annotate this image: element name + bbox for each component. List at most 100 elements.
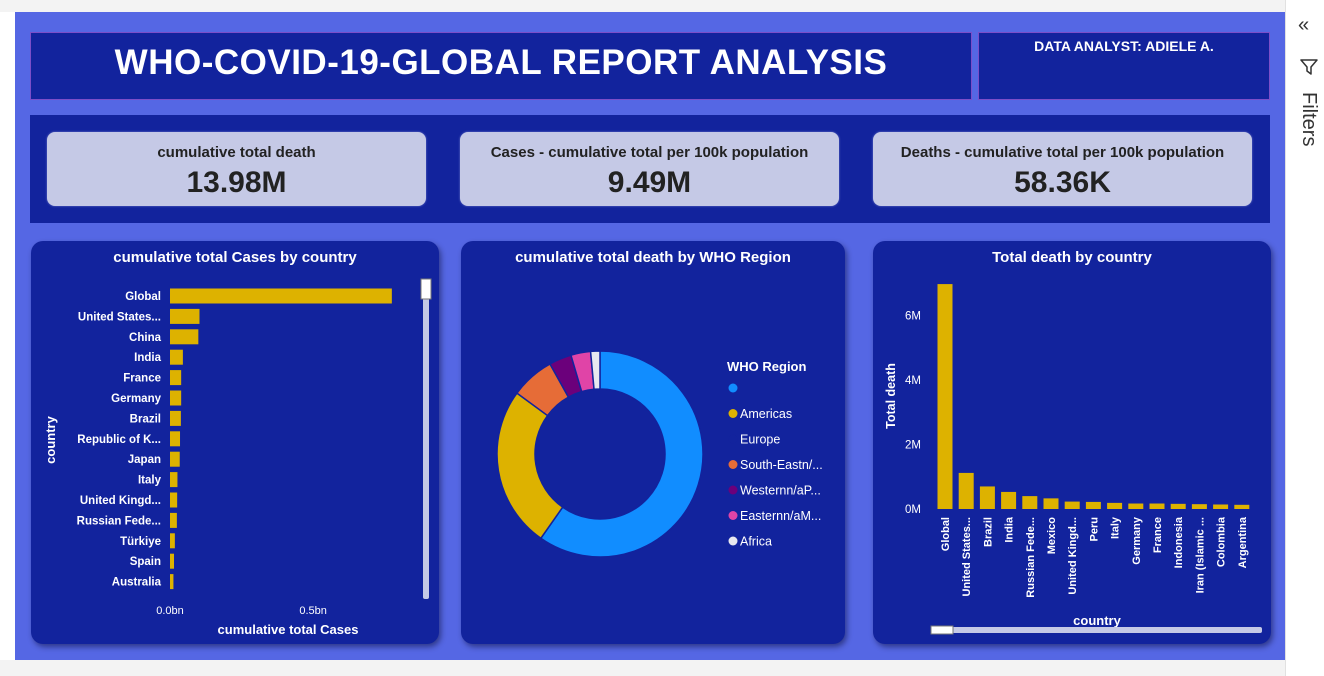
bar[interactable]: [1001, 491, 1017, 509]
death-by-region-panel[interactable]: cumulative total death by WHO Region WHO…: [461, 241, 845, 644]
category-label: United States...: [961, 517, 973, 596]
y-axis-label: Total death: [884, 363, 898, 429]
analyst-name: DATA ANALYST: ADIELE A.: [1034, 38, 1214, 54]
legend-marker: [728, 460, 738, 469]
bar[interactable]: [1085, 501, 1101, 509]
bar[interactable]: [1149, 503, 1165, 509]
category-label: United States...: [78, 311, 161, 323]
legend-item[interactable]: Easternn/aM...: [740, 509, 821, 523]
kpi-label: Deaths - cumulative total per 100k popul…: [900, 144, 1225, 161]
bar[interactable]: [1170, 503, 1186, 509]
x-axis-label: cumulative total Cases: [218, 622, 359, 637]
category-label: Iran (Islamic ...: [1194, 517, 1206, 593]
bar[interactable]: [170, 512, 177, 528]
bar[interactable]: [170, 533, 175, 549]
bar[interactable]: [1128, 503, 1144, 509]
bar[interactable]: [170, 390, 182, 406]
chart-title: Total death by country: [992, 249, 1152, 266]
legend-item[interactable]: Westernn/aP...: [740, 484, 821, 498]
scrollbar-thumb[interactable]: [420, 278, 432, 300]
y-axis-label: country: [43, 415, 58, 463]
legend-item[interactable]: South-Eastn/...: [740, 458, 823, 472]
report-bottom-strip: [0, 660, 1285, 676]
bar[interactable]: [1043, 498, 1059, 509]
bar[interactable]: [170, 349, 183, 365]
kpi-label: cumulative total death: [157, 144, 316, 161]
category-label: India: [1004, 516, 1016, 543]
bar[interactable]: [1022, 496, 1038, 509]
bar[interactable]: [958, 472, 974, 509]
category-label: United Kingd...: [80, 495, 161, 507]
bar[interactable]: [1064, 501, 1080, 509]
category-label: France: [1152, 517, 1164, 553]
bar[interactable]: [1213, 504, 1229, 509]
category-label: Brazil: [130, 413, 161, 425]
filters-label[interactable]: Filters: [1298, 92, 1320, 147]
category-label: Italy: [138, 475, 162, 487]
category-label: Italy: [1110, 516, 1122, 539]
kpi-card-deaths-per-100k[interactable]: Deaths - cumulative total per 100k popul…: [873, 132, 1252, 206]
y-tick-label: 6M: [905, 311, 921, 323]
category-label: Peru: [1088, 517, 1100, 541]
death-by-country-panel[interactable]: Total death by country 0M 2M 4M 6M Global Uni…: [873, 241, 1271, 644]
bar[interactable]: [170, 472, 178, 488]
bar[interactable]: [170, 492, 178, 508]
bar[interactable]: [170, 431, 181, 447]
report-top-strip: [0, 0, 1285, 12]
bar[interactable]: [170, 370, 182, 386]
category-label: India: [134, 352, 161, 364]
legend-item[interactable]: Americas: [740, 407, 792, 421]
filter-funnel-icon[interactable]: [1300, 58, 1318, 81]
donut-slice[interactable]: [496, 392, 564, 540]
scrollbar-track[interactable]: [931, 627, 1262, 633]
bar[interactable]: [170, 574, 174, 590]
bar[interactable]: [937, 284, 953, 509]
category-label: Mexico: [1046, 517, 1058, 555]
scrollbar-track[interactable]: [423, 281, 429, 599]
kpi-label: Cases - cumulative total per 100k popula…: [490, 144, 809, 161]
bar[interactable]: [170, 410, 181, 426]
donut-slice[interactable]: [589, 350, 601, 391]
category-label: Spain: [130, 556, 161, 568]
kpi-value: 9.49M: [607, 166, 692, 199]
bar[interactable]: [979, 486, 995, 509]
chart-title: cumulative total death by WHO Region: [515, 249, 791, 266]
legend-item[interactable]: Europe: [740, 433, 780, 447]
bar[interactable]: [170, 329, 199, 345]
category-label: Türkiye: [120, 536, 161, 548]
legend-marker: [728, 434, 738, 444]
kpi-card-cases-per-100k[interactable]: Cases - cumulative total per 100k popula…: [460, 132, 839, 206]
scrollbar-thumb[interactable]: [930, 625, 954, 635]
double-chevron-left-icon[interactable]: «: [1298, 14, 1310, 36]
legend-marker: [728, 511, 738, 520]
bar[interactable]: [170, 308, 200, 324]
bar[interactable]: [170, 288, 392, 304]
category-label: Germany: [1131, 516, 1143, 565]
bar[interactable]: [1107, 502, 1123, 509]
kpi-value: 58.36K: [1014, 166, 1111, 199]
x-axis-label: country: [1073, 613, 1121, 628]
chart-title: cumulative total Cases by country: [113, 249, 357, 266]
bar[interactable]: [1191, 504, 1207, 509]
category-label: Indonesia: [1173, 516, 1185, 568]
bar[interactable]: [170, 451, 180, 467]
legend-marker: [728, 485, 738, 495]
category-label: Brazil: [982, 517, 994, 547]
bar[interactable]: [170, 553, 175, 569]
category-label: Global: [940, 517, 952, 551]
y-tick-label: 2M: [905, 440, 921, 452]
donut-slice[interactable]: [539, 350, 704, 558]
cases-by-country-panel[interactable]: cumulative total Cases by country Global…: [31, 241, 439, 644]
report-title: WHO-COVID-19-GLOBAL REPORT ANALYSIS: [114, 43, 888, 82]
kpi-value: 13.98M: [186, 166, 287, 199]
bar[interactable]: [1234, 504, 1250, 509]
death-by-region-chart: WHO Region Americas Europe South-Eastn/... W…: [496, 350, 823, 558]
category-label: United Kingd...: [1067, 517, 1079, 595]
legend-marker: [728, 536, 738, 546]
y-tick-label: 4M: [905, 375, 921, 387]
category-label: Japan: [128, 454, 161, 466]
legend-item[interactable]: Africa: [740, 535, 772, 549]
legend-title: WHO Region: [727, 359, 806, 374]
legend-marker: [728, 383, 738, 393]
kpi-card-total-death[interactable]: cumulative total death 13.98M: [47, 132, 426, 206]
